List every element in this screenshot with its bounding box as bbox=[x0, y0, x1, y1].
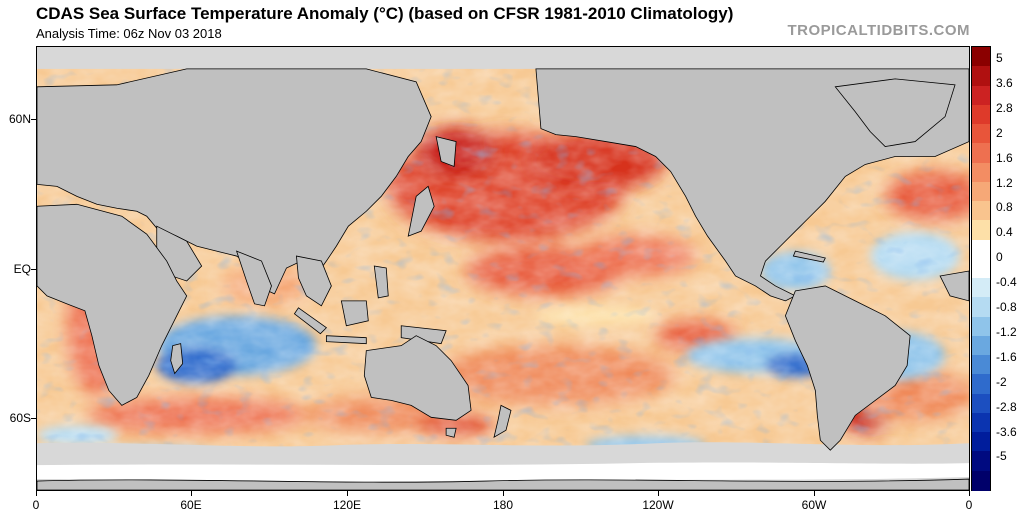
analysis-time: Analysis Time: 06z Nov 03 2018 bbox=[36, 26, 222, 41]
south-america bbox=[784, 285, 911, 451]
colorbar-segment bbox=[972, 297, 990, 318]
new-zealand bbox=[493, 404, 512, 439]
colorbar-segment bbox=[972, 258, 990, 279]
lon-tick bbox=[36, 491, 37, 496]
lat-tick bbox=[31, 418, 36, 419]
colorbar-segment bbox=[972, 374, 990, 395]
colorbar-label: 3.6 bbox=[996, 75, 1013, 90]
colorbar-label: -0.8 bbox=[996, 300, 1017, 314]
colorbar-segment bbox=[972, 239, 990, 260]
colorbar-segment bbox=[972, 355, 990, 376]
colorbar-segment bbox=[972, 316, 990, 337]
colorbar-label: 2.8 bbox=[996, 100, 1013, 115]
colorbar-segment bbox=[972, 451, 990, 472]
philippines bbox=[373, 265, 389, 299]
lon-tick bbox=[969, 491, 970, 496]
colorbar-label: -0.4 bbox=[996, 275, 1017, 290]
indochina bbox=[295, 255, 332, 307]
colorbar-label: -2 bbox=[996, 374, 1007, 389]
colorbar-segment bbox=[972, 393, 990, 414]
cuba bbox=[792, 250, 826, 263]
lon-tick bbox=[503, 491, 504, 496]
colorbar-segment bbox=[972, 124, 990, 144]
west-africa-edge bbox=[939, 270, 969, 302]
tasmania bbox=[445, 427, 457, 438]
lon-label-120e: 120E bbox=[332, 498, 362, 512]
antarctic-ice-gap bbox=[37, 462, 969, 482]
lon-label-180: 180 bbox=[492, 498, 514, 512]
lon-tick bbox=[191, 491, 192, 496]
lon-label-0-west: 0 bbox=[32, 498, 40, 512]
colorbar-label: -1.2 bbox=[996, 324, 1017, 339]
borneo bbox=[340, 300, 369, 327]
colorbar-segment bbox=[972, 104, 990, 125]
colorbar-segment bbox=[972, 47, 990, 67]
lon-tick bbox=[814, 491, 815, 496]
lat-tick bbox=[31, 119, 36, 120]
lon-label-60e: 60E bbox=[180, 498, 202, 512]
colorbar-label: 0 bbox=[996, 250, 1003, 265]
colorbar-label: 1.6 bbox=[996, 150, 1013, 165]
colorbar-segment bbox=[972, 143, 990, 164]
africa bbox=[37, 203, 188, 406]
lon-label-0-east: 0 bbox=[965, 498, 973, 512]
kamchatka bbox=[435, 136, 457, 168]
madagascar bbox=[170, 343, 184, 375]
colorbar-label: 1.2 bbox=[996, 175, 1013, 190]
india bbox=[235, 250, 272, 307]
land-masses bbox=[37, 68, 969, 490]
colorbar-segment bbox=[972, 181, 990, 202]
antarctica bbox=[37, 478, 969, 490]
colorbar-segment bbox=[972, 85, 990, 106]
lon-tick bbox=[347, 491, 348, 496]
sst-anomaly-map bbox=[36, 46, 970, 491]
colorbar-label: -1.6 bbox=[996, 349, 1017, 364]
colorbar-segment bbox=[972, 432, 990, 453]
lat-tick bbox=[31, 269, 36, 270]
north-america bbox=[535, 68, 969, 302]
lon-label-120w: 120W bbox=[642, 498, 674, 512]
colorbar-segment bbox=[972, 162, 990, 183]
java bbox=[325, 335, 367, 345]
colorbar bbox=[971, 46, 991, 491]
lat-label-eq: EQ bbox=[13, 262, 31, 276]
greenland bbox=[834, 78, 956, 147]
lon-label-60w: 60W bbox=[801, 498, 827, 512]
lat-label-60s: 60S bbox=[9, 411, 31, 425]
colorbar-segment bbox=[972, 220, 990, 241]
colorbar-segment bbox=[972, 412, 990, 433]
colorbar-label: -2.8 bbox=[996, 399, 1017, 414]
colorbar-label: 5 bbox=[996, 51, 1003, 65]
colorbar-segment bbox=[972, 335, 990, 356]
lon-tick bbox=[658, 491, 659, 496]
australia bbox=[363, 335, 472, 421]
sumatra bbox=[293, 307, 327, 335]
colorbar-segment bbox=[972, 278, 990, 298]
map-canvas bbox=[37, 47, 969, 490]
colorbar-label: -5 bbox=[996, 449, 1007, 464]
colorbar-label: 2 bbox=[996, 125, 1003, 140]
map-title: CDAS Sea Surface Temperature Anomaly (°C… bbox=[36, 4, 734, 23]
colorbar-segment bbox=[972, 470, 990, 491]
colorbar-label: 0.8 bbox=[996, 200, 1013, 215]
colorbar-label: -3.6 bbox=[996, 424, 1017, 439]
lat-label-60n: 60N bbox=[8, 112, 31, 126]
japan bbox=[407, 185, 435, 237]
site-watermark: TROPICALTIDBITS.COM bbox=[787, 22, 970, 39]
colorbar-label: 0.4 bbox=[996, 225, 1013, 240]
colorbar-segment bbox=[972, 201, 990, 221]
eurasia bbox=[37, 68, 432, 295]
colorbar-segment bbox=[972, 66, 990, 87]
